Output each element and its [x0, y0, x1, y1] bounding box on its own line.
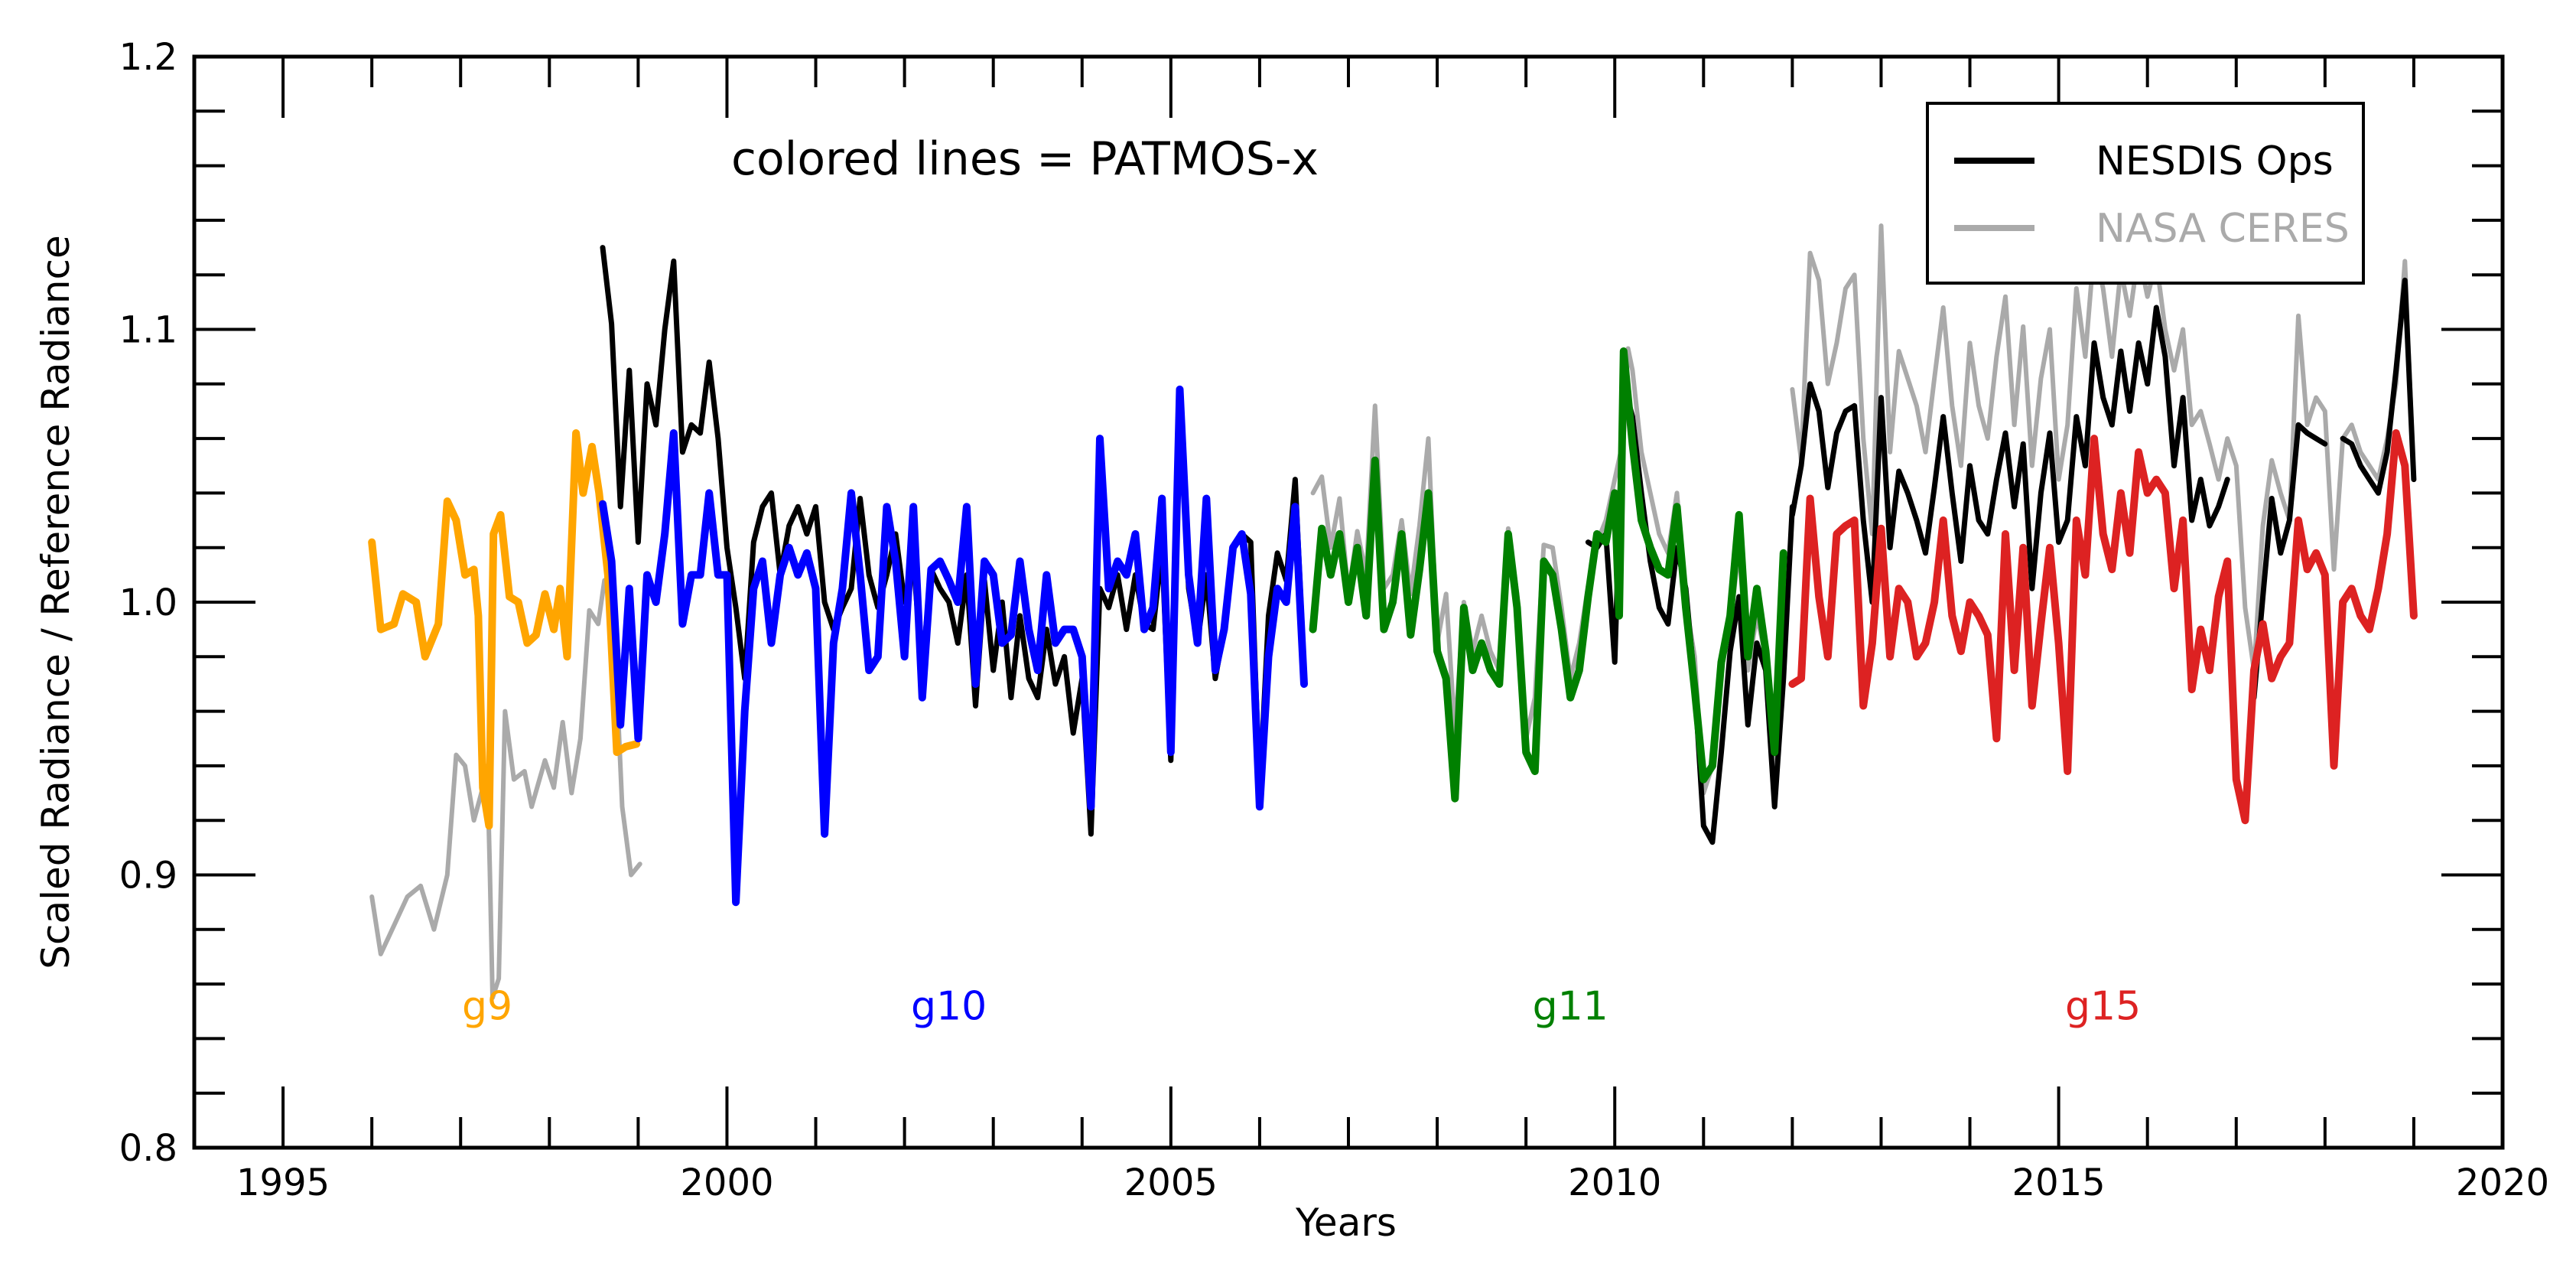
- legend-box: [1926, 102, 2365, 285]
- y-tick-label: 1.1: [119, 309, 177, 352]
- satellite-label-g9: g9: [462, 984, 512, 1030]
- x-tick-label: 1995: [236, 1161, 330, 1204]
- series-line-nasa-ceres: [1790, 223, 2416, 673]
- satellite-label-g10: g10: [911, 984, 987, 1030]
- x-tick-label: 2010: [1568, 1161, 1661, 1204]
- legend-label-nasa-ceres: NASA CERES: [2096, 206, 2350, 252]
- y-tick-label: 1.2: [119, 36, 177, 79]
- legend-label-nesdis-ops: NESDIS Ops: [2096, 138, 2334, 184]
- series-line-g10-patmos-x: [599, 385, 1308, 907]
- x-tick-label: 2015: [2012, 1161, 2106, 1204]
- series-line-g9-patmos-x: [368, 429, 641, 830]
- plot-frame: [192, 54, 2505, 1150]
- series-line-nesdis-ops: [2251, 422, 2328, 701]
- labels-layer: 1995 2000 2005 2010 2015 2020 0.8 0.9 1.0 1.1 1.2 g…: [119, 36, 2549, 1204]
- series-line-nesdis-ops: [1789, 305, 2230, 605]
- series-g10-patmos-x: [599, 385, 1308, 907]
- x-tick-label: 2000: [680, 1161, 773, 1204]
- series-line-nasa-ceres: [369, 578, 642, 1000]
- y-tick-label: 1.0: [119, 581, 177, 624]
- series-layer: [368, 223, 2418, 1000]
- series-g9-patmos-x: [368, 429, 641, 830]
- x-tick-label: 2005: [1124, 1161, 1218, 1204]
- series-line-nesdis-ops: [2340, 277, 2417, 496]
- x-tick-label: 2020: [2456, 1161, 2549, 1204]
- series-line-g15-patmos-x: [1788, 429, 2418, 825]
- series-g11-patmos-x: [1309, 347, 1787, 803]
- y-tick-label: 0.8: [119, 1127, 177, 1170]
- satellite-label-g11: g11: [1533, 984, 1608, 1030]
- ticks-layer: [193, 55, 2504, 1149]
- legend: NESDIS Ops NASA CERES: [1926, 102, 2365, 285]
- series-g15-patmos-x: [1788, 429, 2418, 825]
- x-axis-title: Years: [1295, 1200, 1397, 1245]
- y-axis-title: Scaled Radiance / Reference Radiance: [34, 235, 78, 969]
- satellite-label-g15: g15: [2065, 984, 2141, 1030]
- y-tick-label: 0.9: [119, 855, 177, 897]
- series-line-g11-patmos-x: [1309, 347, 1787, 803]
- annotation-text: colored lines = PATMOS-x: [731, 132, 1319, 186]
